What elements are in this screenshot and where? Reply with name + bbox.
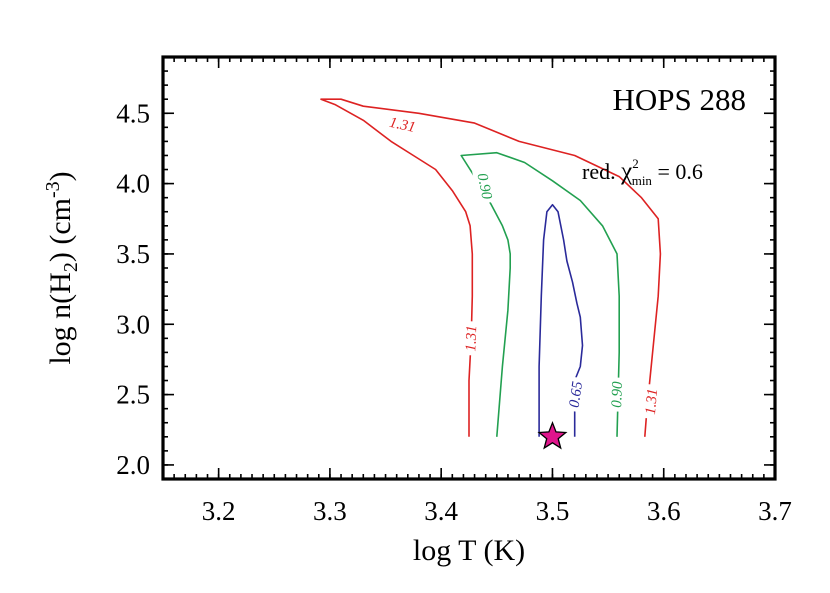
chi-symbol: χ — [620, 158, 632, 185]
contour-label-gap — [566, 376, 588, 413]
contour-label: 0.90 — [609, 381, 626, 408]
contour-line-0-90 — [460, 151, 621, 437]
contour-label-gap — [609, 377, 627, 412]
x-tick-label: 3.2 — [202, 496, 236, 526]
contour-line-0-65 — [538, 203, 584, 437]
chi-prefix: red. — [582, 159, 621, 184]
x-tick-label: 3.7 — [758, 496, 792, 526]
y-tick-label: 3.5 — [116, 239, 150, 269]
best-fit-star-marker — [537, 421, 568, 450]
y-tick-label: 2.0 — [116, 450, 150, 480]
contour-line-1-31 — [320, 98, 662, 437]
contour-label-gap — [472, 168, 495, 205]
contour-label: 1.31 — [643, 388, 661, 416]
contour-label-layer: 1.31 1.31 1.31 0.90 0.90 0.65 — [383, 114, 663, 420]
marker-layer — [537, 421, 568, 450]
contour-label: 1.31 — [463, 325, 480, 352]
contour-label-gap — [643, 384, 663, 420]
y-tick-label: 3.0 — [116, 309, 150, 339]
x-tick-label: 3.4 — [424, 496, 458, 526]
contour-label: 0.90 — [473, 172, 494, 201]
chi-superscript: 2 — [632, 156, 639, 171]
y-tick-label: 2.5 — [116, 380, 150, 410]
contour-label: 0.65 — [567, 380, 587, 409]
contour-label: 1.31 — [388, 115, 417, 136]
contour-label-gap — [383, 114, 421, 138]
x-tick-label: 3.6 — [647, 496, 681, 526]
x-tick-label: 3.3 — [313, 496, 347, 526]
x-axis-label: log T (K) — [413, 534, 525, 567]
y-tick-label: 4.5 — [116, 98, 150, 128]
chi-value: = 0.6 — [652, 159, 703, 184]
chart-title: HOPS 288 — [612, 82, 746, 117]
y-tick-label: 4.0 — [116, 169, 150, 199]
contour-layer — [320, 98, 662, 437]
x-tick-label: 3.5 — [536, 496, 570, 526]
chi-annotation: red. χ2 min = 0.6 — [582, 156, 703, 188]
chi-subscript: min — [632, 173, 653, 188]
contour-label-gap — [463, 321, 481, 356]
tick-layer: 3.2 3.3 3.4 3.5 3.6 3.7 2.0 2.5 3.0 3.5 4.0 4.5 — [116, 56, 792, 526]
